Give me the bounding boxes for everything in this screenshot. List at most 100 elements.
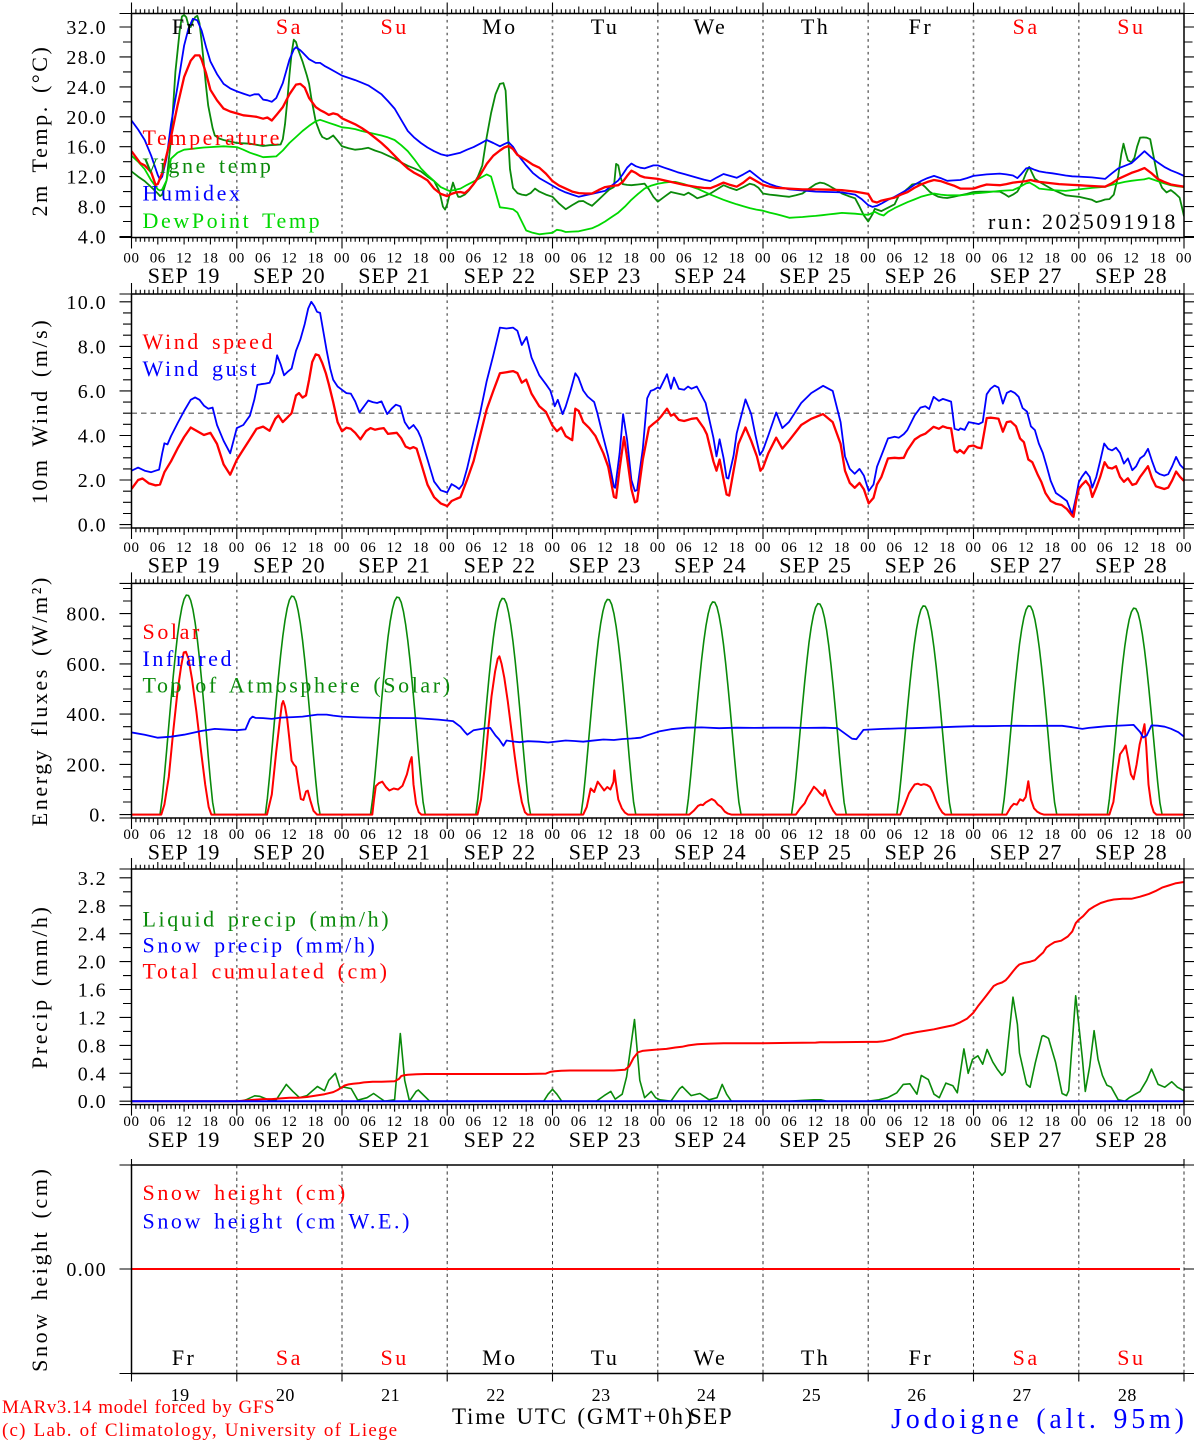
svg-text:00: 00 <box>965 540 981 556</box>
svg-text:00: 00 <box>123 827 139 843</box>
svg-text:00: 00 <box>650 827 666 843</box>
svg-text:SEP 26: SEP 26 <box>885 1127 958 1152</box>
svg-text:06: 06 <box>676 251 692 267</box>
svg-text:06: 06 <box>255 540 271 556</box>
svg-text:Th: Th <box>801 14 830 39</box>
svg-text:06: 06 <box>255 251 271 267</box>
svg-text:SEP 23: SEP 23 <box>569 840 642 865</box>
svg-text:12: 12 <box>281 251 297 267</box>
svg-text:00: 00 <box>439 251 455 267</box>
svg-text:0.0: 0.0 <box>78 515 107 537</box>
svg-text:Liquid precip (mm/h): Liquid precip (mm/h) <box>143 906 392 931</box>
svg-text:18: 18 <box>939 251 955 267</box>
svg-text:00: 00 <box>229 827 245 843</box>
svg-text:SEP 24: SEP 24 <box>674 263 747 288</box>
svg-text:18: 18 <box>202 1114 218 1130</box>
svg-text:Fr: Fr <box>909 1345 934 1370</box>
svg-text:06: 06 <box>781 1114 797 1130</box>
svg-text:12: 12 <box>913 1114 929 1130</box>
svg-text:06: 06 <box>676 827 692 843</box>
svg-text:12: 12 <box>386 1114 402 1130</box>
svg-text:18: 18 <box>413 251 429 267</box>
svg-text:18: 18 <box>518 1114 534 1130</box>
svg-text:0.: 0. <box>89 805 107 827</box>
svg-text:00: 00 <box>123 251 139 267</box>
svg-text:Total cumulated (cm): Total cumulated (cm) <box>143 959 390 984</box>
svg-text:4.0: 4.0 <box>78 426 107 448</box>
svg-text:06: 06 <box>150 251 166 267</box>
svg-text:32.0: 32.0 <box>66 17 107 39</box>
svg-text:Time UTC (GMT+0h): Time UTC (GMT+0h) <box>452 1404 694 1429</box>
svg-text:00: 00 <box>229 251 245 267</box>
svg-text:2.0: 2.0 <box>78 470 107 492</box>
svg-text:SEP 27: SEP 27 <box>990 840 1063 865</box>
svg-text:0.0: 0.0 <box>78 1091 107 1113</box>
svg-text:06: 06 <box>781 251 797 267</box>
svg-text:18: 18 <box>834 540 850 556</box>
svg-text:06: 06 <box>1097 540 1113 556</box>
svg-text:00: 00 <box>229 540 245 556</box>
svg-text:00: 00 <box>1071 251 1087 267</box>
svg-text:12: 12 <box>281 1114 297 1130</box>
svg-text:SEP 28: SEP 28 <box>1095 840 1168 865</box>
svg-text:06: 06 <box>150 540 166 556</box>
svg-text:18: 18 <box>623 827 639 843</box>
svg-text:DewPoint Temp: DewPoint Temp <box>143 208 323 233</box>
svg-text:00: 00 <box>1176 540 1192 556</box>
svg-text:Su: Su <box>380 1345 408 1370</box>
svg-text:06: 06 <box>992 540 1008 556</box>
svg-text:SEP 20: SEP 20 <box>253 263 326 288</box>
svg-text:18: 18 <box>413 540 429 556</box>
svg-text:00: 00 <box>1071 1114 1087 1130</box>
svg-text:10.0: 10.0 <box>66 292 107 314</box>
svg-text:Solar: Solar <box>143 619 202 644</box>
svg-text:00: 00 <box>544 540 560 556</box>
svg-text:6.0: 6.0 <box>78 381 107 403</box>
svg-text:20: 20 <box>276 1385 295 1405</box>
svg-text:06: 06 <box>571 540 587 556</box>
svg-text:00: 00 <box>544 827 560 843</box>
svg-text:00: 00 <box>439 1114 455 1130</box>
svg-text:18: 18 <box>1150 827 1166 843</box>
svg-text:Energy fluxes (W/m²): Energy fluxes (W/m²) <box>27 575 52 826</box>
svg-text:18: 18 <box>1044 827 1060 843</box>
svg-text:12: 12 <box>702 251 718 267</box>
svg-text:8.0: 8.0 <box>78 336 107 358</box>
svg-text:18: 18 <box>623 540 639 556</box>
svg-text:18: 18 <box>308 827 324 843</box>
svg-text:12: 12 <box>807 540 823 556</box>
svg-text:06: 06 <box>465 1114 481 1130</box>
svg-text:25: 25 <box>802 1385 821 1405</box>
svg-text:00: 00 <box>965 827 981 843</box>
svg-text:Humidex: Humidex <box>143 181 243 206</box>
svg-text:12: 12 <box>702 540 718 556</box>
svg-text:00: 00 <box>1176 1114 1192 1130</box>
svg-text:0.4: 0.4 <box>78 1063 107 1085</box>
svg-text:12: 12 <box>281 540 297 556</box>
svg-text:12: 12 <box>702 1114 718 1130</box>
svg-text:06: 06 <box>992 1114 1008 1130</box>
svg-text:00: 00 <box>1071 540 1087 556</box>
svg-text:SEP 27: SEP 27 <box>990 1127 1063 1152</box>
svg-text:12: 12 <box>1018 540 1034 556</box>
svg-text:00: 00 <box>650 540 666 556</box>
svg-text:00: 00 <box>860 251 876 267</box>
svg-text:12: 12 <box>176 827 192 843</box>
svg-text:SEP 25: SEP 25 <box>779 553 852 578</box>
svg-text:12: 12 <box>492 1114 508 1130</box>
svg-text:18: 18 <box>834 251 850 267</box>
svg-text:18: 18 <box>939 1114 955 1130</box>
svg-text:Sa: Sa <box>276 1345 303 1370</box>
svg-text:18: 18 <box>518 251 534 267</box>
svg-text:Tu: Tu <box>591 14 620 39</box>
svg-text:Infrared: Infrared <box>143 646 235 671</box>
svg-text:00: 00 <box>650 251 666 267</box>
svg-text:12: 12 <box>597 827 613 843</box>
svg-text:18: 18 <box>729 827 745 843</box>
svg-text:00: 00 <box>965 251 981 267</box>
svg-text:Su: Su <box>1117 1345 1145 1370</box>
svg-text:00: 00 <box>755 1114 771 1130</box>
svg-text:00: 00 <box>1176 251 1192 267</box>
svg-text:18: 18 <box>308 1114 324 1130</box>
svg-text:SEP 23: SEP 23 <box>569 263 642 288</box>
